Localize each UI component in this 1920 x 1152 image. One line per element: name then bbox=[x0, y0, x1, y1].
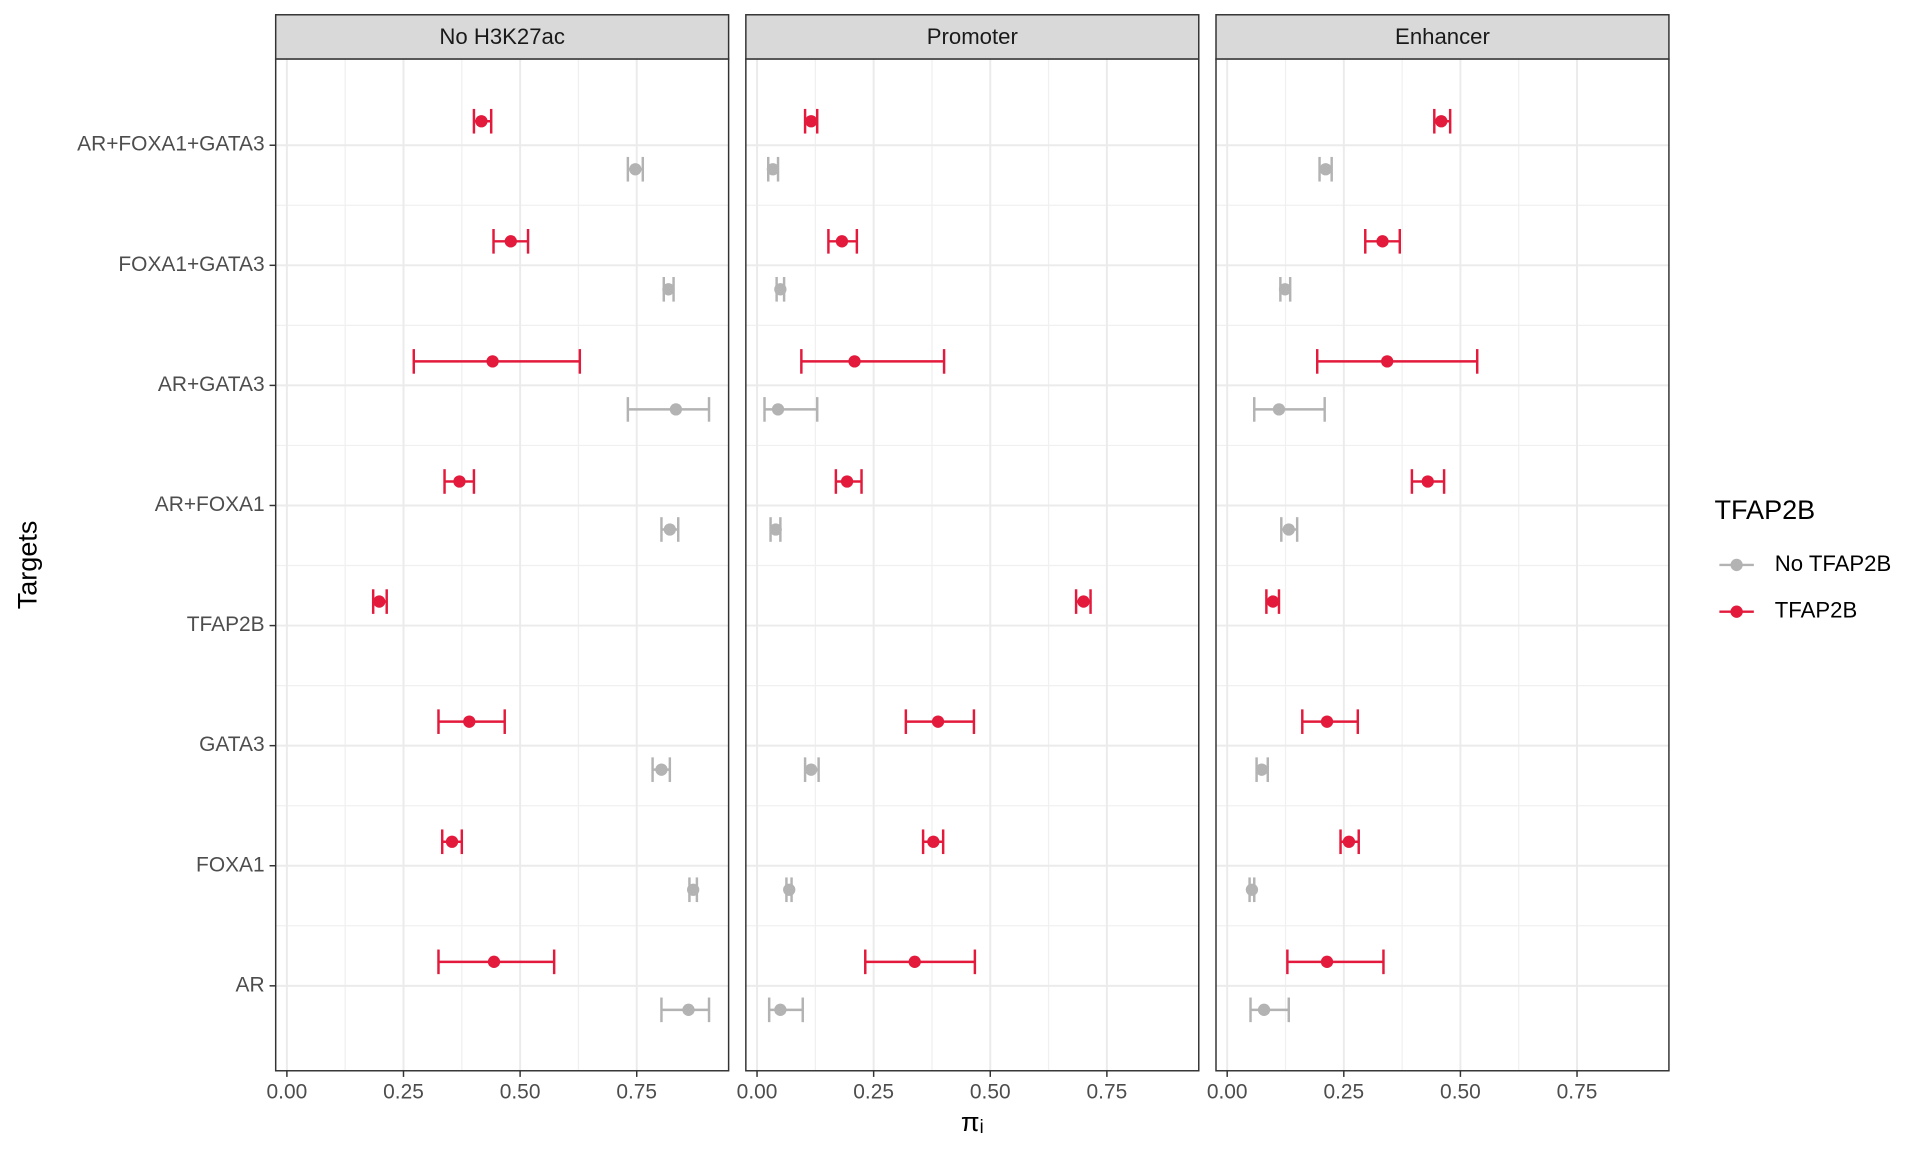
point bbox=[453, 475, 466, 488]
point bbox=[835, 235, 849, 248]
point bbox=[1266, 595, 1280, 608]
point bbox=[774, 1003, 787, 1016]
panel-border bbox=[1215, 58, 1670, 1072]
point bbox=[486, 355, 499, 368]
y-tick-label: AR+FOXA1 bbox=[155, 493, 265, 516]
point bbox=[475, 115, 488, 128]
point bbox=[804, 763, 818, 776]
point bbox=[629, 163, 642, 176]
panel-border bbox=[745, 58, 1200, 1072]
facet-title: Promoter bbox=[927, 24, 1018, 49]
point bbox=[848, 355, 861, 368]
point bbox=[687, 883, 700, 896]
point bbox=[373, 595, 386, 608]
point bbox=[840, 475, 854, 488]
point bbox=[931, 715, 945, 728]
y-tick-label: FOXA1+GATA3 bbox=[118, 253, 264, 276]
point bbox=[908, 955, 921, 968]
point bbox=[1320, 715, 1334, 728]
x-tick-label: 0.00 bbox=[737, 1080, 778, 1103]
point bbox=[655, 763, 668, 776]
point bbox=[771, 403, 785, 416]
point bbox=[804, 115, 818, 128]
legend-label: No TFAP2B bbox=[1775, 551, 1892, 576]
x-tick-label: 0.50 bbox=[970, 1080, 1011, 1103]
point bbox=[1376, 235, 1389, 248]
facet-strip bbox=[745, 14, 1200, 60]
point bbox=[766, 163, 780, 176]
point bbox=[1320, 955, 1334, 968]
legend-key bbox=[1730, 558, 1743, 572]
y-tick-label: GATA3 bbox=[199, 733, 264, 756]
point bbox=[1421, 475, 1434, 488]
x-tick-label: 0.00 bbox=[1207, 1080, 1248, 1103]
point bbox=[774, 283, 787, 296]
point bbox=[1282, 523, 1295, 536]
legend-label: TFAP2B bbox=[1775, 598, 1857, 623]
x-tick-label: 0.00 bbox=[267, 1080, 308, 1103]
facet-title: No H3K27ac bbox=[439, 24, 565, 49]
x-axis-title: πᵢ bbox=[961, 1106, 984, 1137]
x-tick-label: 0.25 bbox=[1323, 1080, 1364, 1103]
point bbox=[927, 835, 940, 848]
x-tick-label: 0.50 bbox=[500, 1080, 541, 1103]
point bbox=[662, 283, 675, 296]
point bbox=[1381, 355, 1394, 368]
point bbox=[445, 835, 459, 848]
x-tick-label: 0.75 bbox=[616, 1080, 657, 1103]
point bbox=[663, 523, 676, 536]
point bbox=[1255, 763, 1268, 776]
point bbox=[487, 955, 501, 968]
point bbox=[783, 883, 796, 896]
x-tick-label: 0.25 bbox=[383, 1080, 424, 1103]
point bbox=[504, 235, 517, 248]
panel-border bbox=[274, 58, 730, 1072]
x-tick-label: 0.50 bbox=[1440, 1080, 1481, 1103]
y-tick-label: AR+FOXA1+GATA3 bbox=[77, 133, 264, 156]
y-tick-label: AR+GATA3 bbox=[158, 373, 265, 396]
y-tick-label: AR bbox=[236, 973, 265, 996]
point bbox=[1077, 595, 1090, 608]
point bbox=[1245, 883, 1259, 896]
legend-title: TFAP2B bbox=[1714, 494, 1815, 525]
point bbox=[1319, 163, 1332, 176]
x-tick-label: 0.75 bbox=[1557, 1080, 1598, 1103]
point bbox=[1257, 1003, 1271, 1016]
y-axis-title: Targets bbox=[12, 521, 43, 610]
point bbox=[682, 1003, 695, 1016]
facet-strip bbox=[274, 14, 730, 60]
y-tick-label: TFAP2B bbox=[187, 613, 265, 636]
x-tick-label: 0.25 bbox=[853, 1080, 894, 1103]
point bbox=[669, 403, 683, 416]
point bbox=[463, 715, 476, 728]
facet-title: Enhancer bbox=[1395, 24, 1490, 49]
x-tick-label: 0.75 bbox=[1087, 1080, 1128, 1103]
point bbox=[1278, 283, 1292, 296]
point bbox=[769, 523, 782, 536]
point bbox=[1435, 115, 1448, 128]
y-tick-label: FOXA1 bbox=[196, 853, 265, 876]
facet-strip bbox=[1215, 14, 1670, 60]
legend-key bbox=[1730, 605, 1743, 618]
point bbox=[1272, 403, 1286, 416]
point bbox=[1342, 835, 1356, 848]
